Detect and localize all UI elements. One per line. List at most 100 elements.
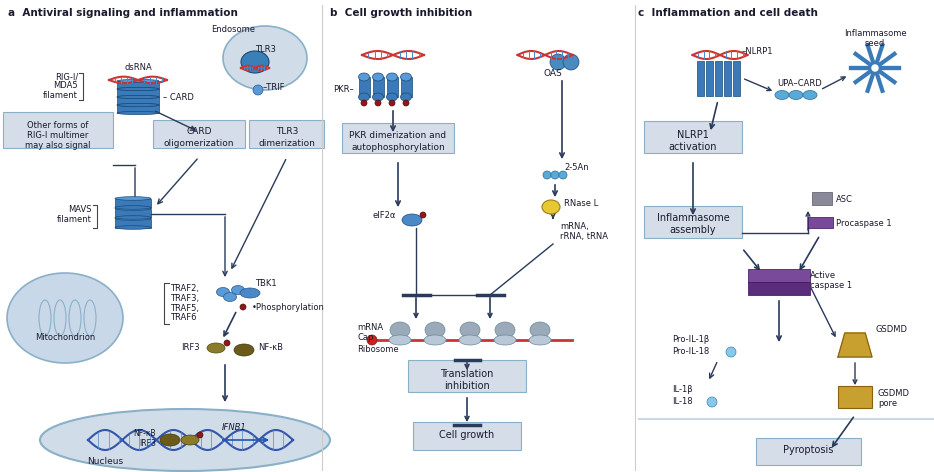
Text: IL-18: IL-18 <box>672 397 693 406</box>
Ellipse shape <box>359 73 370 81</box>
Bar <box>359 77 370 97</box>
Text: oligomerization: oligomerization <box>163 138 234 147</box>
Text: caspase 1: caspase 1 <box>810 281 852 290</box>
Bar <box>705 60 713 95</box>
Text: NF-κB: NF-κB <box>258 343 283 352</box>
Ellipse shape <box>115 217 151 220</box>
Text: eIF2α: eIF2α <box>373 211 396 220</box>
Text: Pro-IL-1β: Pro-IL-1β <box>672 336 709 345</box>
Ellipse shape <box>7 273 123 363</box>
Circle shape <box>197 432 203 438</box>
Text: TBK1: TBK1 <box>255 278 276 287</box>
Ellipse shape <box>424 335 446 345</box>
Ellipse shape <box>359 93 370 101</box>
Circle shape <box>375 100 381 106</box>
Ellipse shape <box>117 95 159 99</box>
Circle shape <box>367 335 377 345</box>
Text: NLRP1: NLRP1 <box>677 130 709 140</box>
Bar <box>249 120 324 148</box>
Circle shape <box>224 340 230 346</box>
Ellipse shape <box>387 73 398 81</box>
Circle shape <box>389 100 395 106</box>
Bar <box>715 60 721 95</box>
Ellipse shape <box>160 434 180 446</box>
Bar <box>644 121 742 153</box>
Text: autophosphorylation: autophosphorylation <box>351 143 445 152</box>
Text: Translation: Translation <box>440 369 494 379</box>
Ellipse shape <box>402 214 422 226</box>
Text: Mitochondrion: Mitochondrion <box>35 334 95 343</box>
Text: Inflammasome: Inflammasome <box>657 213 729 223</box>
Text: Procaspase 1: Procaspase 1 <box>836 219 892 228</box>
Bar <box>117 89 159 97</box>
Bar <box>115 209 151 218</box>
Text: IRF3: IRF3 <box>181 343 200 352</box>
Ellipse shape <box>789 91 803 100</box>
Text: IRF3: IRF3 <box>139 438 156 447</box>
Ellipse shape <box>117 87 159 91</box>
Text: may also signal: may also signal <box>25 142 91 151</box>
Text: Pyroptosis: Pyroptosis <box>783 445 833 455</box>
Text: – CARD: – CARD <box>163 93 194 101</box>
Text: TLR3: TLR3 <box>255 45 276 54</box>
Circle shape <box>551 171 559 179</box>
Ellipse shape <box>115 206 151 209</box>
Text: pore: pore <box>878 399 898 408</box>
Text: Active: Active <box>810 270 836 279</box>
Text: Other forms of: Other forms of <box>27 121 89 130</box>
Circle shape <box>563 54 579 70</box>
Bar <box>401 77 412 97</box>
Ellipse shape <box>460 322 480 338</box>
Text: UPA–CARD: UPA–CARD <box>778 79 822 89</box>
Text: RIG-I/: RIG-I/ <box>55 73 78 82</box>
Circle shape <box>403 100 409 106</box>
Ellipse shape <box>459 335 481 345</box>
Ellipse shape <box>803 91 817 100</box>
Ellipse shape <box>117 79 159 83</box>
Ellipse shape <box>232 286 245 295</box>
Ellipse shape <box>115 197 151 200</box>
Ellipse shape <box>223 293 236 302</box>
Bar <box>838 386 872 408</box>
Ellipse shape <box>390 322 410 338</box>
Ellipse shape <box>115 216 151 219</box>
Text: filament: filament <box>43 91 78 100</box>
Bar <box>697 60 703 95</box>
Text: TRAF5,: TRAF5, <box>170 303 199 312</box>
Ellipse shape <box>117 111 159 115</box>
Text: Pro-IL-18: Pro-IL-18 <box>672 347 709 356</box>
Bar <box>732 60 740 95</box>
Text: –NLRP1: –NLRP1 <box>742 47 773 56</box>
Ellipse shape <box>40 409 330 471</box>
Bar <box>115 219 151 228</box>
Text: Ribosome: Ribosome <box>357 345 399 354</box>
Ellipse shape <box>117 103 159 107</box>
Bar <box>387 77 398 97</box>
Text: RNase L: RNase L <box>564 200 599 209</box>
Text: dsRNA: dsRNA <box>124 62 152 71</box>
Ellipse shape <box>117 95 159 99</box>
Circle shape <box>870 63 880 73</box>
Ellipse shape <box>494 335 516 345</box>
Ellipse shape <box>775 91 789 100</box>
Bar <box>153 120 245 148</box>
Ellipse shape <box>530 322 550 338</box>
Circle shape <box>726 347 736 357</box>
Text: CARD: CARD <box>186 127 212 136</box>
Ellipse shape <box>240 288 260 298</box>
Bar <box>756 438 861 465</box>
Text: ASC: ASC <box>836 195 853 204</box>
Text: Inflammasome: Inflammasome <box>843 28 906 37</box>
Ellipse shape <box>223 26 307 90</box>
Bar <box>748 269 810 282</box>
Text: NF-κB: NF-κB <box>134 429 156 438</box>
Circle shape <box>559 171 567 179</box>
Ellipse shape <box>117 103 159 107</box>
Ellipse shape <box>115 226 151 229</box>
Ellipse shape <box>115 207 151 211</box>
Circle shape <box>420 212 426 218</box>
Bar <box>638 418 934 420</box>
Ellipse shape <box>495 322 515 338</box>
Text: mRNA: mRNA <box>357 323 383 332</box>
Ellipse shape <box>425 322 445 338</box>
